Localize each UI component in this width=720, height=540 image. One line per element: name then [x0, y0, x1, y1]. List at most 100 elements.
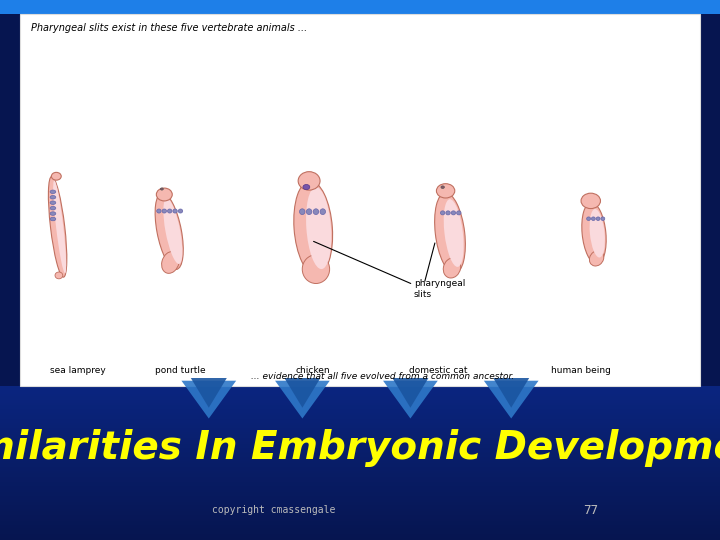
- Bar: [0, 481, 720, 482]
- Ellipse shape: [591, 217, 595, 220]
- Bar: [0, 490, 720, 492]
- Ellipse shape: [161, 252, 179, 273]
- Bar: [0, 446, 720, 448]
- Text: 77: 77: [583, 504, 598, 517]
- Bar: [0, 492, 720, 494]
- Bar: [0, 500, 720, 502]
- Ellipse shape: [456, 211, 461, 215]
- Bar: [0, 386, 720, 388]
- Bar: [0, 472, 720, 475]
- Ellipse shape: [162, 209, 166, 213]
- Text: sea lamprey: sea lamprey: [50, 366, 106, 375]
- Bar: [0, 411, 720, 413]
- Ellipse shape: [300, 209, 305, 214]
- Bar: [0, 517, 720, 519]
- Ellipse shape: [444, 258, 461, 278]
- Bar: [0, 428, 720, 430]
- Ellipse shape: [446, 211, 450, 215]
- Ellipse shape: [441, 211, 445, 215]
- Bar: [0, 413, 720, 415]
- Text: Similarities In Embryonic Development: Similarities In Embryonic Development: [0, 429, 720, 467]
- Ellipse shape: [298, 172, 320, 190]
- Ellipse shape: [435, 193, 465, 273]
- Ellipse shape: [179, 209, 183, 213]
- Bar: [0, 494, 720, 496]
- Bar: [0, 496, 720, 498]
- Bar: [0, 392, 720, 394]
- Bar: [0, 486, 720, 488]
- Ellipse shape: [157, 209, 161, 213]
- Bar: [0, 390, 720, 392]
- Bar: [0, 455, 720, 457]
- Bar: [0, 478, 720, 481]
- Bar: [0, 0, 720, 14]
- Ellipse shape: [50, 195, 55, 199]
- Bar: [0, 419, 720, 421]
- Text: chicken: chicken: [295, 366, 330, 375]
- Ellipse shape: [303, 185, 310, 190]
- Ellipse shape: [587, 217, 590, 220]
- Bar: [0, 394, 720, 396]
- Bar: [0, 523, 720, 525]
- Bar: [0, 400, 720, 402]
- Bar: [0, 388, 720, 390]
- Bar: [0, 475, 720, 476]
- Ellipse shape: [163, 199, 182, 264]
- Bar: [0, 530, 720, 532]
- Bar: [0, 424, 720, 427]
- Bar: [0, 409, 720, 411]
- Text: human being: human being: [551, 366, 611, 375]
- Bar: [0, 432, 720, 434]
- Bar: [0, 488, 720, 490]
- Ellipse shape: [307, 209, 312, 214]
- Bar: [0, 461, 720, 463]
- Bar: [0, 415, 720, 417]
- Ellipse shape: [50, 201, 55, 205]
- Bar: [0, 526, 720, 529]
- Bar: [0, 451, 720, 454]
- Ellipse shape: [55, 272, 63, 279]
- Polygon shape: [181, 381, 236, 418]
- Bar: [0, 525, 720, 526]
- Ellipse shape: [155, 193, 184, 269]
- Ellipse shape: [302, 255, 330, 284]
- Bar: [0, 407, 720, 409]
- Bar: [0, 406, 720, 407]
- Bar: [0, 482, 720, 484]
- Ellipse shape: [50, 190, 55, 193]
- Bar: [0, 534, 720, 536]
- Ellipse shape: [50, 206, 55, 210]
- Polygon shape: [275, 381, 330, 418]
- Ellipse shape: [306, 187, 331, 269]
- Bar: [0, 421, 720, 423]
- Bar: [0, 442, 720, 444]
- Ellipse shape: [436, 184, 455, 198]
- Bar: [0, 448, 720, 450]
- Bar: [0, 417, 720, 419]
- Ellipse shape: [294, 181, 333, 275]
- Ellipse shape: [451, 211, 456, 215]
- Ellipse shape: [50, 212, 55, 215]
- Ellipse shape: [581, 193, 600, 208]
- Bar: [0, 529, 720, 530]
- Bar: [0, 450, 720, 451]
- Bar: [0, 509, 720, 511]
- Text: ... evidence that all five evolved from a common ancestor.: ... evidence that all five evolved from …: [251, 372, 514, 381]
- Bar: [0, 454, 720, 455]
- Ellipse shape: [51, 172, 61, 180]
- Bar: [0, 463, 720, 465]
- Ellipse shape: [313, 209, 319, 214]
- Bar: [0, 440, 720, 442]
- Bar: [0, 507, 720, 509]
- Ellipse shape: [590, 251, 604, 266]
- Bar: [0, 457, 720, 459]
- Bar: [0, 427, 720, 428]
- Bar: [0, 423, 720, 424]
- Ellipse shape: [161, 188, 163, 190]
- Bar: [0, 519, 720, 521]
- Polygon shape: [191, 378, 227, 408]
- Bar: [0, 459, 720, 461]
- Bar: [0, 503, 720, 505]
- Polygon shape: [484, 381, 539, 418]
- Bar: [0, 436, 720, 438]
